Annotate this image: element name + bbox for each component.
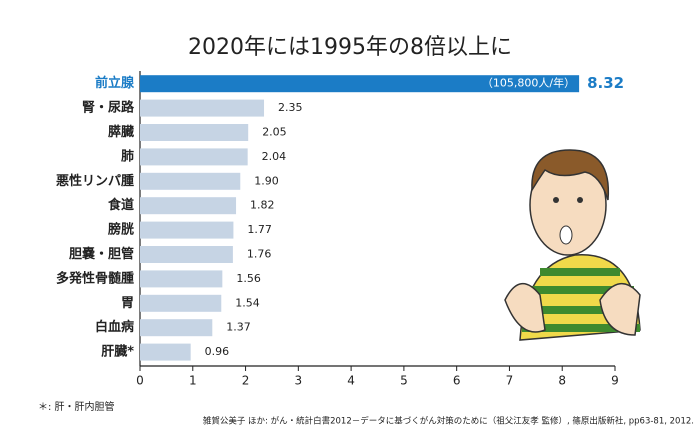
x-tick-label: 3 [295, 374, 303, 388]
value-label: 1.37 [226, 321, 251, 334]
value-label: 2.35 [278, 101, 303, 114]
x-tick-label: 1 [189, 374, 197, 388]
x-tick-label: 2 [242, 374, 250, 388]
bar [140, 99, 265, 117]
category-label: 肝臓* [101, 344, 134, 360]
value-label: 1.76 [247, 248, 272, 261]
bar [140, 75, 580, 93]
category-label: 肺 [121, 148, 134, 164]
value-label: 1.54 [235, 296, 260, 309]
category-label: 膀胱 [107, 222, 134, 238]
bar [140, 197, 237, 215]
category-label: 白血病 [95, 319, 134, 335]
bar [140, 246, 233, 263]
category-label: 悪性リンパ腫 [56, 173, 134, 189]
x-tick-label: 5 [400, 374, 408, 388]
category-label: 腎・尿路 [82, 100, 135, 116]
bar [140, 270, 223, 288]
value-label: 8.32 [587, 74, 624, 92]
value-label: 0.96 [205, 345, 230, 358]
x-tick-label: 8 [558, 374, 566, 388]
x-tick-label: 9 [611, 374, 619, 388]
category-label: 多発性骨髄腫 [56, 270, 134, 286]
x-tick-label: 6 [453, 374, 461, 388]
bar [140, 294, 222, 312]
value-label: 1.77 [247, 223, 272, 236]
bar [140, 172, 241, 190]
category-label: 前立腺 [95, 75, 135, 91]
bar [140, 221, 234, 239]
bar [140, 148, 248, 166]
value-label: 1.90 [254, 174, 279, 187]
bar [140, 319, 213, 337]
category-label: 胃 [121, 296, 134, 311]
x-tick-label: 7 [506, 374, 514, 388]
bar [140, 343, 191, 361]
cartoon-man [504, 149, 641, 341]
value-label: 2.05 [262, 126, 287, 139]
category-label: 胆嚢・胆管 [69, 246, 134, 262]
chart-title: 2020年には1995年の8倍以上に [188, 35, 512, 60]
category-label: 膵臓 [108, 124, 134, 140]
value-label: 1.56 [236, 272, 260, 285]
bar [140, 124, 249, 141]
category-label: 食道 [108, 197, 134, 213]
x-tick-label: 4 [347, 374, 355, 388]
value-label: 1.82 [250, 199, 274, 212]
x-tick-label: 0 [136, 374, 144, 388]
value-label: 2.04 [262, 150, 287, 163]
footnote: ＊: 肝・肝内胆管 [38, 400, 115, 413]
bar-annotation: （105,800人/年） [482, 76, 575, 90]
source: 雑賀公美子 ほか: がん・統計白書2012－データに基づくがん対策のために（祖父… [203, 416, 694, 427]
